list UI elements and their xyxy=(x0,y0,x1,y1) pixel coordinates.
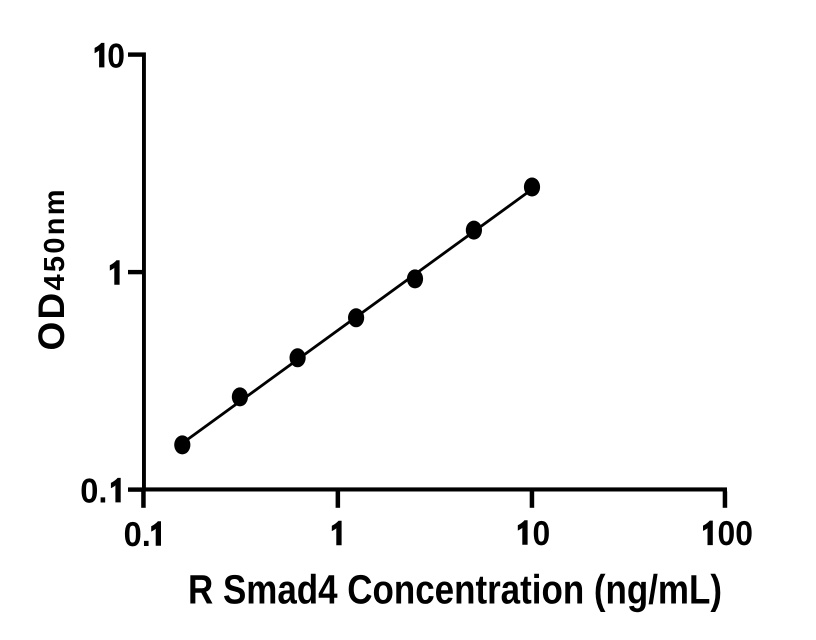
svg-text:0: 0 xyxy=(107,37,125,75)
svg-text:R Smad4 Concentration (ng/mL): R Smad4 Concentration (ng/mL) xyxy=(188,567,722,613)
svg-text:0.: 0. xyxy=(80,472,107,510)
svg-text:OD450nm: OD450nm xyxy=(31,190,72,351)
svg-text:0.: 0. xyxy=(124,516,151,554)
svg-text:00: 00 xyxy=(718,515,753,553)
svg-text:0: 0 xyxy=(532,515,550,553)
